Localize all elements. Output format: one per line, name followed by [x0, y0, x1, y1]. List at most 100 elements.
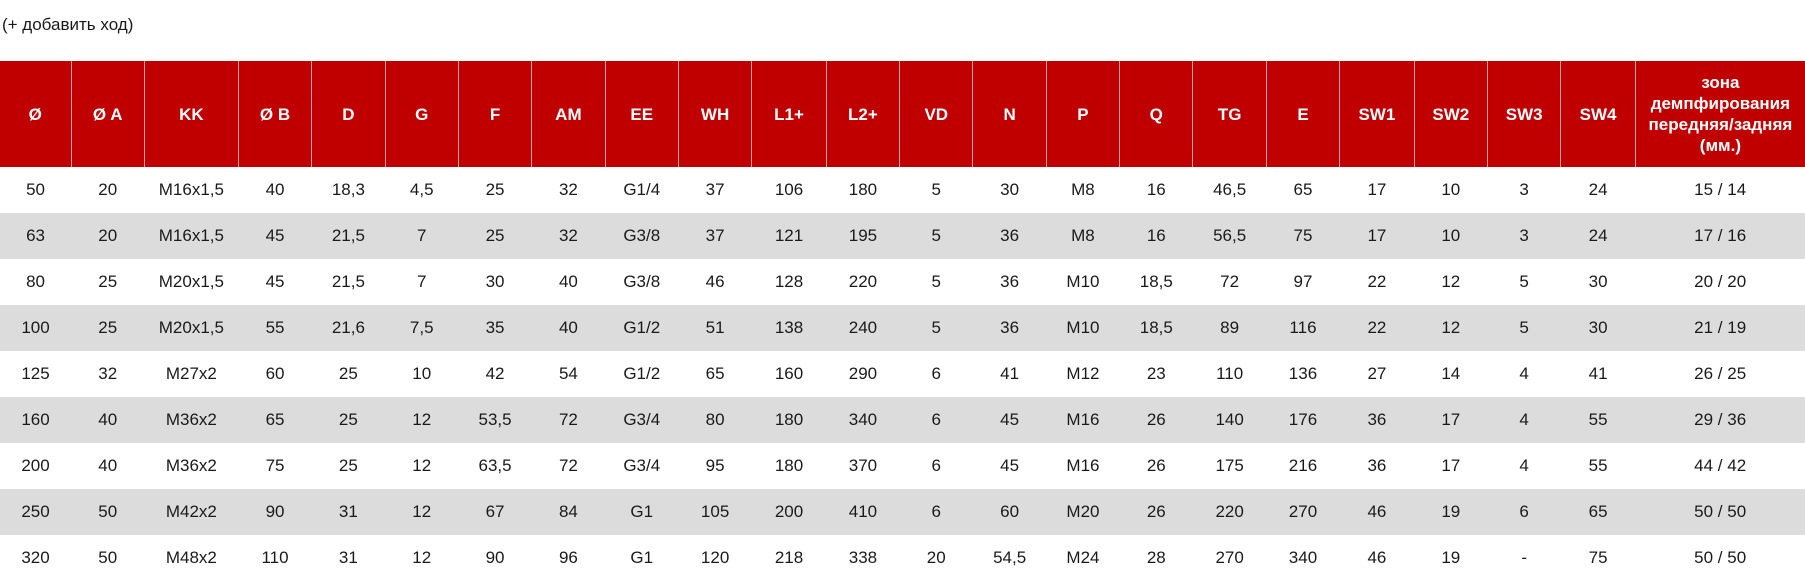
table-row: 80 25 M20x1,5 45 21,5 7 30 40 G3/8 46 128 220 5 36 M10… — [0, 259, 1805, 305]
table-cell: M36x2 — [144, 397, 239, 443]
add-stroke-link[interactable]: (+ добавить ход) — [2, 15, 134, 34]
table-cell: 16 — [1119, 213, 1193, 259]
table-cell: 46,5 — [1192, 167, 1267, 213]
table-cell: M27x2 — [144, 351, 239, 397]
table-cell: 24 — [1560, 167, 1636, 213]
table-cell: M16x1,5 — [144, 167, 239, 213]
table-cell: 106 — [751, 167, 827, 213]
table-cell: 6 — [899, 443, 973, 489]
table-cell: 136 — [1266, 351, 1340, 397]
column-header: зона демпфирования передняя/задняя (мм.) — [1634, 61, 1805, 167]
table-cell: G1/2 — [605, 305, 679, 351]
table-cell: 40 — [71, 397, 145, 443]
column-header: SW3 — [1486, 61, 1561, 167]
table-cell: 60 — [972, 489, 1047, 535]
table-cell: 16 — [1119, 167, 1193, 213]
table-cell: 105 — [678, 489, 752, 535]
table-cell: 65 — [678, 351, 752, 397]
column-header: Q — [1119, 61, 1193, 167]
table-cell: - — [1487, 535, 1561, 581]
table-cell: G3/4 — [605, 443, 679, 489]
table-row: 50 20 M16x1,5 40 18,3 4,5 25 32 G1/4 37 106 180 5 30 M… — [0, 167, 1805, 213]
column-header: F — [457, 61, 532, 167]
table-cell: 37 — [678, 213, 752, 259]
table-cell: 4,5 — [385, 167, 459, 213]
table-cell: G3/4 — [605, 397, 679, 443]
table-cell: 180 — [826, 167, 900, 213]
table-cell: 46 — [678, 259, 752, 305]
table-cell: 17 — [1339, 167, 1415, 213]
column-header: L2+ — [825, 61, 900, 167]
table-cell: 140 — [1192, 397, 1267, 443]
table-cell: 25 — [71, 259, 145, 305]
table-cell: 28 — [1119, 535, 1193, 581]
table-cell: 200 — [751, 489, 827, 535]
table-cell: 17 — [1339, 213, 1415, 259]
table-cell: 75 — [1560, 535, 1636, 581]
table-cell: 6 — [899, 489, 973, 535]
column-header: G — [384, 61, 459, 167]
table-cell: 89 — [1192, 305, 1267, 351]
table-cell: 5 — [899, 305, 973, 351]
table-cell: 22 — [1339, 259, 1415, 305]
table-cell: 121 — [751, 213, 827, 259]
table-cell: 42 — [458, 351, 532, 397]
table-cell: G3/8 — [605, 213, 679, 259]
table-cell: 7 — [385, 259, 459, 305]
table-cell: 10 — [1414, 213, 1488, 259]
column-header: Ø B — [237, 61, 312, 167]
table-cell: G1 — [605, 489, 679, 535]
table-cell: 370 — [826, 443, 900, 489]
table-cell: 4 — [1487, 443, 1561, 489]
table-cell: 31 — [311, 489, 386, 535]
table-cell: 50 / 50 — [1635, 489, 1805, 535]
table-cell: 216 — [1266, 443, 1340, 489]
column-header: SW4 — [1560, 61, 1636, 167]
table-cell: 36 — [1339, 443, 1415, 489]
table-cell: G1 — [605, 535, 679, 581]
table-cell: 19 — [1414, 535, 1488, 581]
table-cell: M8 — [1046, 213, 1120, 259]
table-cell: 90 — [458, 535, 532, 581]
table-cell: 12 — [1414, 305, 1488, 351]
table-row: 63 20 M16x1,5 45 21,5 7 25 32 G3/8 37 121 195 5 36 M8 1… — [0, 213, 1805, 259]
table-cell: 18,5 — [1119, 259, 1193, 305]
table-cell: 110 — [238, 535, 312, 581]
table-cell: 26 — [1119, 443, 1193, 489]
table-cell: 17 / 16 — [1635, 213, 1805, 259]
table-cell: 270 — [1192, 535, 1267, 581]
table-cell: 25 — [311, 351, 386, 397]
table-cell: 40 — [238, 167, 312, 213]
table-cell: 23 — [1119, 351, 1193, 397]
table-cell: 97 — [1266, 259, 1340, 305]
table-cell: 120 — [678, 535, 752, 581]
table-cell: 50 — [71, 535, 145, 581]
table-cell: 18,5 — [1119, 305, 1193, 351]
table-cell: 40 — [531, 305, 606, 351]
table-cell: 53,5 — [458, 397, 532, 443]
table-cell: 25 — [71, 305, 145, 351]
table-cell: 25 — [458, 167, 532, 213]
table-row: 200 40 M36x2 75 25 12 63,5 72 G3/4 95 180 370 6 45 M16… — [0, 443, 1805, 489]
table-cell: 51 — [678, 305, 752, 351]
table-cell: G1/2 — [605, 351, 679, 397]
table-cell: 240 — [826, 305, 900, 351]
table-cell: 10 — [1414, 167, 1488, 213]
table-cell: 5 — [1487, 259, 1561, 305]
table-cell: 160 — [751, 351, 827, 397]
column-header: WH — [677, 61, 752, 167]
table-cell: 5 — [1487, 305, 1561, 351]
table-cell: M36x2 — [144, 443, 239, 489]
table-cell: 72 — [1192, 259, 1267, 305]
table-cell: 45 — [238, 259, 312, 305]
table-cell: 30 — [1560, 305, 1636, 351]
table-cell: M48x2 — [144, 535, 239, 581]
table-cell: 195 — [826, 213, 900, 259]
table-cell: 36 — [972, 305, 1047, 351]
column-header: N — [972, 61, 1047, 167]
table-cell: 320 — [0, 535, 72, 581]
table-cell: 95 — [678, 443, 752, 489]
table-cell: 200 — [0, 443, 72, 489]
